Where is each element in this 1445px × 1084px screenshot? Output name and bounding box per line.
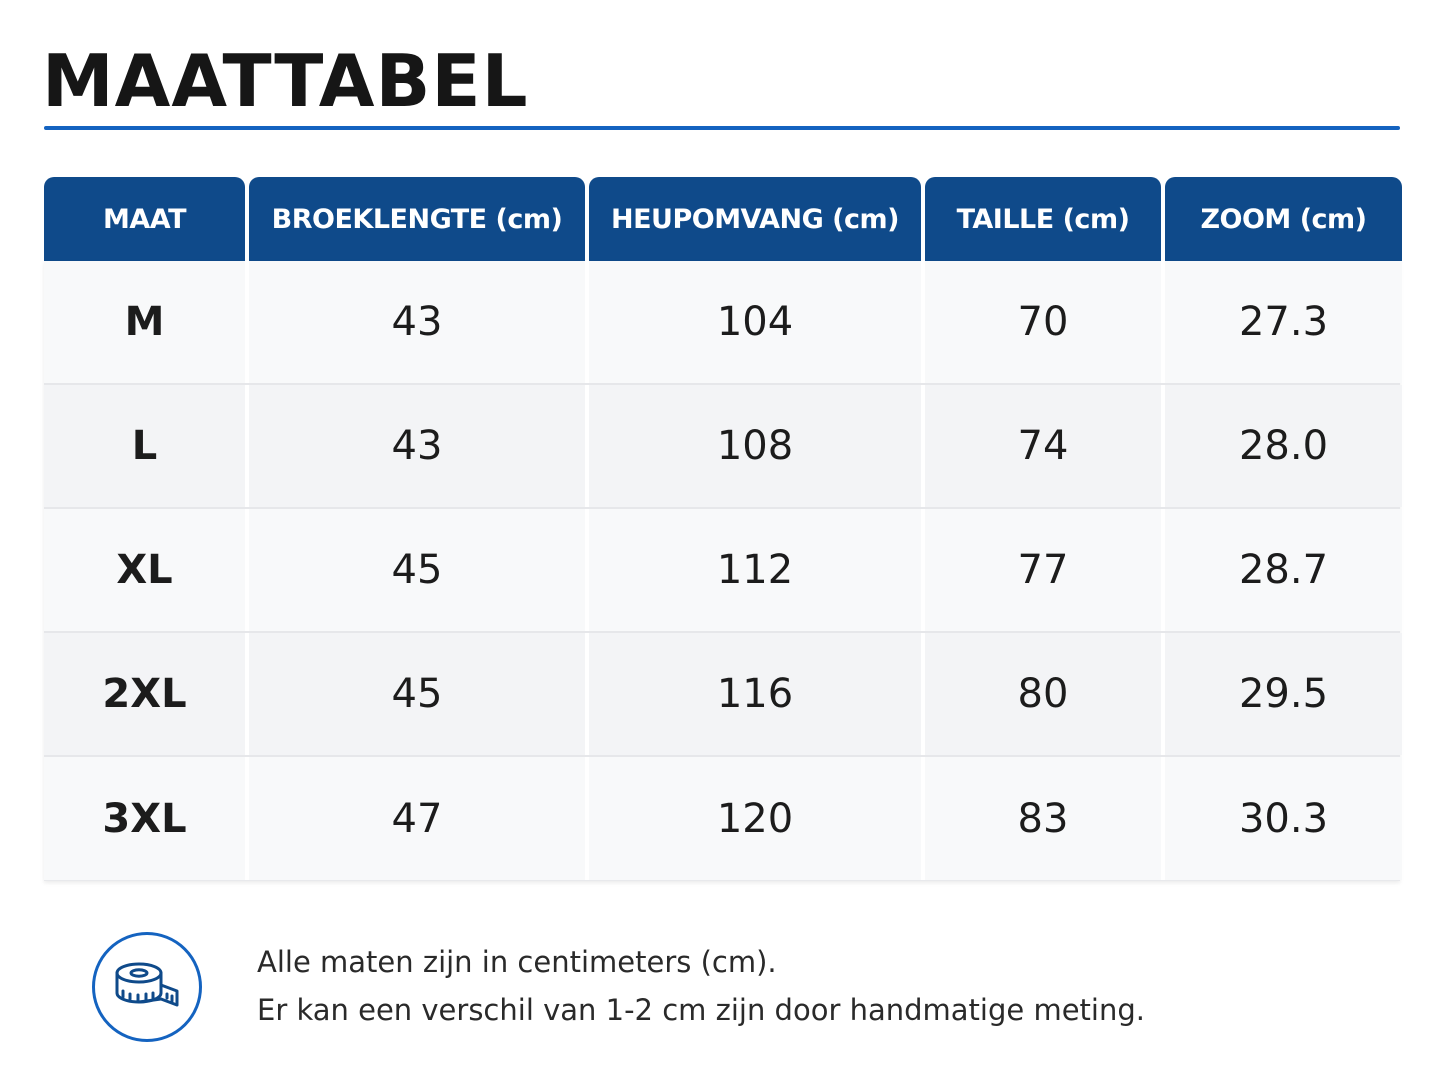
table-row: XL 45 112 77 28.7 [44, 509, 1402, 633]
length-cell: 45 [249, 509, 585, 631]
hem-cell: 28.0 [1165, 385, 1402, 507]
hip-cell: 104 [589, 261, 921, 383]
hem-cell: 28.7 [1165, 509, 1402, 631]
length-cell: 43 [249, 385, 585, 507]
table-header: MAAT BROEKLENGTE (cm) HEUPOMVANG (cm) TA… [44, 177, 1402, 261]
table-row: 2XL 45 116 80 29.5 [44, 633, 1402, 757]
hip-cell: 108 [589, 385, 921, 507]
length-cell: 43 [249, 261, 585, 383]
waist-cell: 77 [925, 509, 1161, 631]
waist-cell: 80 [925, 633, 1161, 755]
size-cell: M [44, 261, 245, 383]
column-header-taille: TAILLE (cm) [925, 177, 1161, 261]
footer-notes: Alle maten zijn in centimeters (cm). Er … [257, 938, 1145, 1034]
column-header-zoom: ZOOM (cm) [1165, 177, 1402, 261]
hip-cell: 112 [589, 509, 921, 631]
title-underline [44, 126, 1400, 130]
column-header-broeklengte: BROEKLENGTE (cm) [249, 177, 585, 261]
size-cell: 2XL [44, 633, 245, 755]
hip-cell: 120 [589, 757, 921, 880]
size-cell: XL [44, 509, 245, 631]
column-header-maat: MAAT [44, 177, 245, 261]
note-line-tolerance: Er kan een verschil van 1-2 cm zijn door… [257, 993, 1145, 1027]
hem-cell: 29.5 [1165, 633, 1402, 755]
waist-cell: 70 [925, 261, 1161, 383]
waist-cell: 74 [925, 385, 1161, 507]
length-cell: 47 [249, 757, 585, 880]
table-row: L 43 108 74 28.0 [44, 385, 1402, 509]
page-title: MAATTABEL [42, 39, 529, 123]
hip-cell: 116 [589, 633, 921, 755]
hem-cell: 27.3 [1165, 261, 1402, 383]
size-cell: L [44, 385, 245, 507]
waist-cell: 83 [925, 757, 1161, 880]
hem-cell: 30.3 [1165, 757, 1402, 880]
length-cell: 45 [249, 633, 585, 755]
note-line-units: Alle maten zijn in centimeters (cm). [257, 945, 777, 979]
table-row: M 43 104 70 27.3 [44, 261, 1402, 385]
column-header-heupomvang: HEUPOMVANG (cm) [589, 177, 921, 261]
size-table-body: M 43 104 70 27.3 L 43 108 74 28.0 XL 45 … [44, 261, 1402, 881]
table-row: 3XL 47 120 83 30.3 [44, 757, 1402, 881]
measuring-tape-icon [92, 932, 202, 1042]
size-cell: 3XL [44, 757, 245, 880]
